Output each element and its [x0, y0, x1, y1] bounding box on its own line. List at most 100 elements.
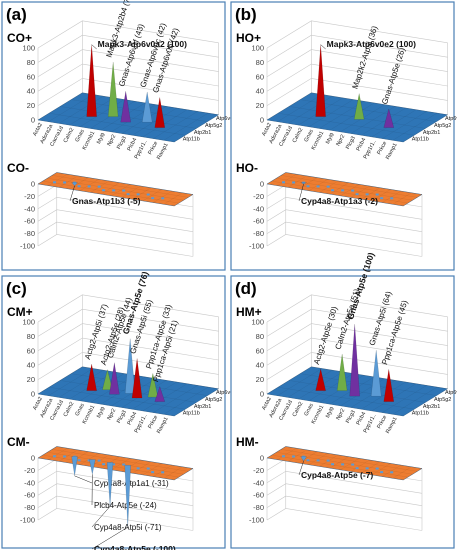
surface-speck: [306, 185, 310, 188]
surface-speck: [87, 185, 91, 188]
x-tick-label: Acta2: [32, 122, 44, 137]
peak-annotation: Gnas-Atp1b3 (-5): [72, 196, 141, 206]
surface-mesh: [58, 175, 78, 188]
y-tick-label: 20: [256, 101, 264, 110]
surface-mesh: [47, 178, 184, 201]
x-tick-label: Gnas: [303, 403, 315, 418]
x-tick-label: Prkce: [376, 141, 388, 156]
y-tick-label: -20: [24, 192, 35, 201]
y-tick-label: 100: [251, 318, 264, 327]
annotation-leader: [91, 527, 128, 550]
x-tick-label: Plcg3: [116, 409, 128, 424]
surface-speck: [351, 463, 355, 466]
surface-speck: [161, 471, 165, 474]
surface-speck: [53, 455, 57, 458]
surface-mesh: [47, 452, 184, 475]
y-tick-label: -40: [253, 478, 264, 487]
bottom-label: HM-: [236, 435, 259, 449]
surface-speck: [63, 181, 67, 184]
surface-speck: [122, 189, 126, 192]
surface-speck: [112, 189, 116, 192]
surface-mesh: [371, 463, 391, 476]
surface-mesh: [392, 466, 412, 479]
y-tick-label: -80: [24, 229, 35, 238]
y-tick-label: -100: [20, 242, 35, 251]
y-category-label: Atp5g2: [434, 123, 451, 129]
panel-frame: [1, 1, 226, 271]
surface-mesh: [121, 459, 141, 472]
x-tick-label: Npr2: [335, 134, 346, 147]
bottom-label: HO-: [236, 161, 258, 175]
x-tick-label: Myl9: [96, 132, 107, 145]
y-tick-label: 40: [27, 87, 35, 96]
y-tick-label: 40: [256, 361, 264, 370]
data-peak: [154, 386, 165, 402]
surface-mesh: [371, 383, 417, 412]
data-peak: [371, 350, 382, 397]
surface-speck: [331, 189, 335, 192]
surface-mesh: [350, 106, 396, 134]
surface-mesh: [48, 368, 93, 396]
surface-speck: [375, 193, 379, 196]
y-tick-label: -100: [20, 516, 35, 525]
surface-mesh: [300, 373, 437, 396]
surface-mesh: [49, 387, 186, 410]
y-tick-label: -20: [24, 466, 35, 475]
surface-speck: [316, 459, 320, 462]
surface-mesh: [132, 107, 177, 136]
y-tick-label: -80: [253, 503, 264, 512]
x-tick-label: Plcb4: [356, 411, 368, 426]
surface-mesh: [153, 190, 173, 203]
surface-mesh: [52, 449, 189, 472]
surface-mesh: [340, 458, 360, 471]
surface-mesh: [277, 174, 297, 186]
x-tick-label: Plcb4: [127, 411, 139, 426]
surface-mesh: [79, 373, 125, 401]
surface-mesh: [281, 449, 418, 472]
surface-mesh: [350, 185, 370, 198]
y-tick-label: -80: [253, 229, 264, 238]
surface-mesh: [132, 461, 152, 474]
surface-mesh: [52, 175, 189, 198]
panel-label: (b): [235, 5, 257, 24]
y-category-label: Atp5g2: [205, 397, 222, 403]
x-tick-label: Plcg3: [345, 409, 357, 424]
surface-mesh: [392, 386, 438, 415]
surface-speck: [341, 463, 345, 466]
top-label: CO+: [7, 31, 32, 45]
surface-mesh: [361, 461, 381, 474]
y-tick-label: 0: [260, 454, 264, 463]
surface-mesh: [142, 383, 188, 412]
annotation-leader: [91, 506, 111, 528]
x-tick-label: Plcg3: [116, 135, 128, 150]
data-peak: [71, 182, 78, 186]
top-label: CM+: [7, 305, 33, 319]
data-peak: [353, 93, 365, 120]
surface-mesh: [392, 192, 412, 205]
y-tick-label: 0: [260, 116, 264, 125]
surface-mesh: [392, 112, 438, 141]
surface-mesh: [287, 370, 333, 398]
x-tick-label: Gnas: [303, 129, 315, 144]
surface-mesh: [163, 112, 209, 141]
surface-mesh: [371, 109, 417, 138]
x-tick-label: Acta2: [261, 396, 273, 411]
panel-label: (a): [6, 5, 27, 24]
y-tick-label: -60: [253, 217, 264, 226]
annotation-leader: [74, 475, 93, 484]
data-peak: [106, 462, 114, 507]
y-tick-label: -60: [24, 217, 35, 226]
x-tick-label: Prkce: [147, 141, 159, 156]
surface-speck: [292, 181, 296, 184]
y-category-label: Atp6v0c: [445, 390, 457, 396]
data-peak: [383, 108, 394, 128]
surface-mesh: [361, 107, 406, 136]
surface-mesh: [382, 385, 427, 413]
surface-mesh: [308, 99, 354, 127]
x-tick-label: Plcg3: [345, 135, 357, 150]
surface-speck: [341, 189, 345, 192]
